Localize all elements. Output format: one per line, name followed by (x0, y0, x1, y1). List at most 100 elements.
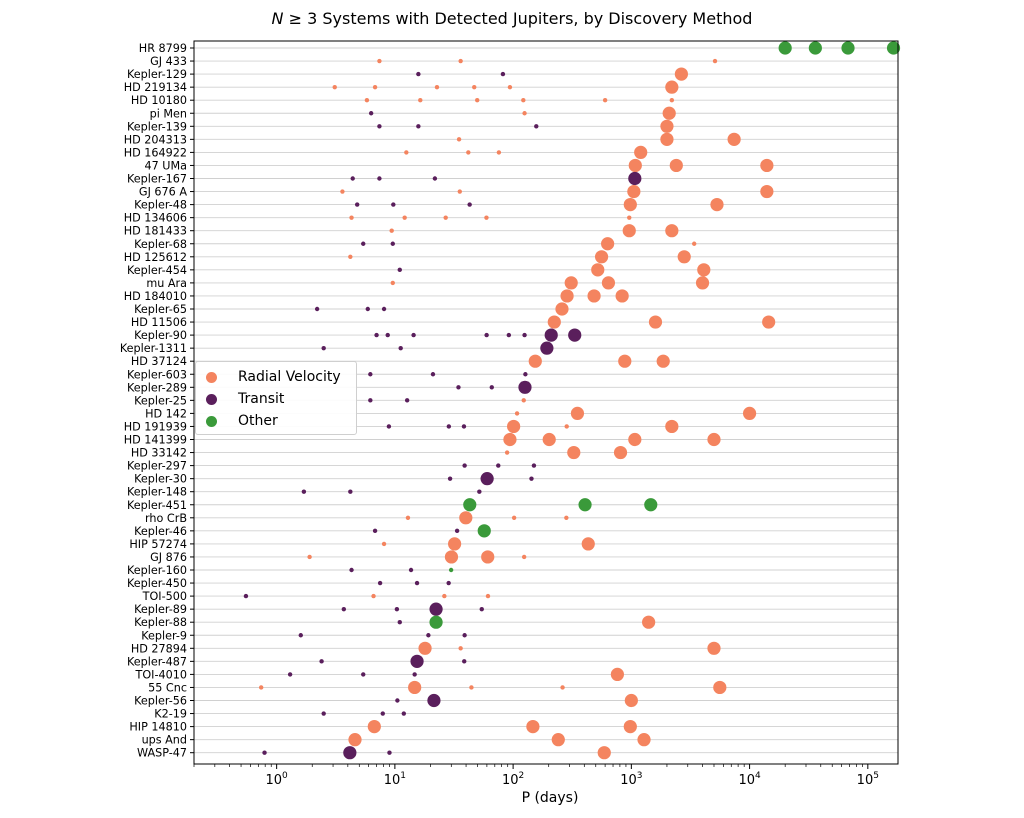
data-point (398, 345, 403, 351)
data-point (560, 289, 574, 303)
data-point (361, 672, 366, 677)
data-point (522, 111, 527, 116)
data-point (456, 137, 462, 142)
y-tick-label: Kepler-148 (127, 486, 187, 499)
data-point (287, 672, 293, 677)
y-tick-label: TOI-4010 (135, 668, 187, 681)
y-tick-label: Kepler-297 (127, 460, 187, 473)
data-point (457, 189, 462, 194)
data-point (506, 332, 512, 338)
data-point (528, 354, 542, 368)
data-point (628, 158, 642, 173)
data-point (591, 263, 605, 277)
data-point (623, 198, 637, 212)
data-point (377, 58, 382, 64)
data-point (340, 189, 345, 194)
data-point (426, 633, 431, 638)
data-point (665, 419, 679, 434)
data-point (841, 41, 855, 55)
data-point (377, 580, 383, 586)
data-point (634, 145, 648, 159)
y-tick-label: Kepler-603 (127, 368, 187, 381)
data-point (507, 419, 521, 434)
y-tick-label: rho CrB (145, 512, 187, 525)
legend-marker-transit (206, 393, 217, 405)
data-point (644, 498, 658, 512)
data-point (662, 106, 676, 120)
data-points (243, 41, 901, 760)
data-point (367, 720, 381, 734)
data-point (416, 124, 421, 129)
data-point (418, 98, 423, 103)
data-point (648, 315, 663, 329)
data-point (321, 711, 326, 716)
data-point (448, 567, 454, 573)
y-tick-label: HD 134606 (124, 212, 187, 225)
y-tick-label: Kepler-56 (134, 695, 187, 708)
data-point (404, 150, 409, 155)
data-point (597, 746, 611, 760)
data-point (665, 224, 679, 238)
data-point (507, 84, 513, 90)
data-point (762, 315, 776, 329)
data-point (602, 98, 608, 103)
legend-item-transit: Transit (206, 389, 284, 409)
y-tick-label: HD 204313 (124, 133, 187, 146)
data-point (489, 385, 494, 390)
y-tick-label: Kepler-139 (127, 120, 187, 133)
y-tick-label: HD 27894 (131, 642, 187, 655)
data-point (560, 685, 565, 690)
data-point (381, 541, 387, 547)
data-point (443, 215, 448, 220)
data-point (462, 659, 467, 664)
data-point (371, 593, 376, 599)
data-point (697, 263, 711, 277)
data-point (298, 633, 303, 638)
y-tick-label: HD 142 (145, 407, 187, 420)
y-tick-label: Kepler-487 (127, 655, 187, 668)
y-tick-label: Kepler-30 (134, 473, 187, 486)
x-tick-label: 103 (620, 771, 642, 788)
data-point (348, 254, 353, 259)
y-tick-label: Kepler-48 (134, 199, 187, 212)
data-point (542, 432, 556, 447)
y-tick-label: Kepler-450 (127, 577, 187, 590)
data-point (448, 537, 462, 551)
data-point (389, 228, 394, 233)
data-point (427, 693, 441, 708)
y-tick-label: HD 181433 (124, 225, 187, 238)
data-point (332, 84, 337, 90)
legend-label-transit: Transit (238, 391, 285, 407)
y-tick-label: GJ 433 (150, 55, 187, 68)
data-point (368, 111, 374, 116)
data-point (760, 184, 774, 199)
data-point (258, 685, 264, 690)
data-point (710, 198, 724, 212)
data-point (511, 515, 517, 520)
data-point (677, 250, 691, 264)
data-point (477, 489, 482, 494)
y-tick-label: GJ 876 (150, 551, 187, 564)
y-tick-label: Kepler-90 (134, 329, 187, 342)
data-point (380, 711, 385, 716)
data-point (377, 176, 382, 181)
data-point (601, 237, 615, 251)
data-point (343, 746, 357, 760)
data-point (544, 328, 558, 342)
legend-marker-other (206, 415, 217, 427)
data-point (386, 424, 392, 429)
data-point (531, 463, 537, 468)
data-point (397, 267, 402, 273)
chart-title-math: N (271, 9, 284, 28)
data-point (462, 633, 467, 638)
data-point (418, 641, 432, 655)
data-point (778, 41, 792, 55)
data-point (504, 450, 510, 455)
data-point (481, 550, 495, 564)
y-tick-label: HD 191939 (124, 420, 187, 433)
data-point (321, 345, 326, 351)
data-point (414, 580, 420, 586)
data-point (660, 119, 674, 133)
x-tick-label: 104 (738, 771, 761, 788)
